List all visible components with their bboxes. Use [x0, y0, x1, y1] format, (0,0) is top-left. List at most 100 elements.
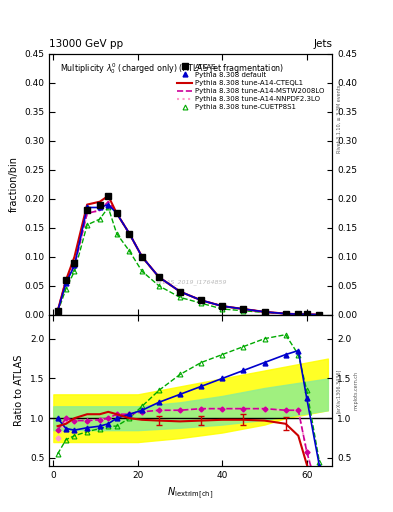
Pythia 8.308 tune-A14-MSTW2008LO	[85, 210, 90, 217]
Pythia 8.308 tune-CUETP8S1	[64, 286, 68, 292]
Pythia 8.308 default	[305, 311, 309, 317]
Pythia 8.308 tune-A14-NNPDF2.3LO	[178, 289, 182, 295]
Pythia 8.308 tune-A14-NNPDF2.3LO	[317, 312, 322, 318]
Pythia 8.308 tune-CUETP8S1	[305, 312, 309, 318]
Pythia 8.308 tune-A14-NNPDF2.3LO	[156, 274, 161, 280]
Pythia 8.308 tune-A14-NNPDF2.3LO	[283, 311, 288, 317]
ATLAS	[97, 202, 102, 208]
Text: Rivet 3.1.10, ≥ 3.3M events: Rivet 3.1.10, ≥ 3.3M events	[336, 85, 342, 153]
Pythia 8.308 default	[106, 202, 110, 208]
Pythia 8.308 tune-A14-NNPDF2.3LO	[199, 297, 204, 304]
Line: Pythia 8.308 tune-CUETP8S1: Pythia 8.308 tune-CUETP8S1	[55, 205, 322, 317]
Pythia 8.308 tune-A14-NNPDF2.3LO	[64, 277, 68, 283]
Pythia 8.308 tune-A14-MSTW2008LO	[199, 297, 204, 304]
Pythia 8.308 tune-CUETP8S1	[72, 268, 77, 274]
Pythia 8.308 default	[317, 312, 322, 318]
Pythia 8.308 default	[296, 311, 301, 317]
Pythia 8.308 tune-A14-CTEQL1	[97, 199, 102, 205]
Pythia 8.308 tune-CUETP8S1	[199, 300, 204, 306]
Pythia 8.308 default	[64, 280, 68, 286]
Pythia 8.308 tune-A14-NNPDF2.3LO	[97, 207, 102, 214]
Legend: ATLAS, Pythia 8.308 default, Pythia 8.308 tune-A14-CTEQL1, Pythia 8.308 tune-A14: ATLAS, Pythia 8.308 default, Pythia 8.30…	[176, 62, 326, 112]
Text: Multiplicity $\lambda_0^0$ (charged only) (ATLAS jet fragmentation): Multiplicity $\lambda_0^0$ (charged only…	[61, 61, 285, 76]
Text: [arXiv:1306.3436]: [arXiv:1306.3436]	[336, 368, 342, 413]
Pythia 8.308 tune-A14-CTEQL1	[305, 311, 309, 317]
Pythia 8.308 tune-A14-MSTW2008LO	[140, 254, 144, 260]
Pythia 8.308 tune-A14-CTEQL1	[283, 311, 288, 317]
Pythia 8.308 tune-A14-CTEQL1	[127, 230, 132, 237]
ATLAS	[156, 274, 161, 280]
Pythia 8.308 default	[156, 274, 161, 280]
Pythia 8.308 tune-A14-NNPDF2.3LO	[305, 311, 309, 317]
Pythia 8.308 tune-A14-CTEQL1	[64, 277, 68, 283]
ATLAS	[64, 277, 68, 283]
Pythia 8.308 tune-A14-NNPDF2.3LO	[114, 210, 119, 217]
ATLAS	[283, 311, 288, 317]
Pythia 8.308 tune-CUETP8S1	[55, 309, 60, 315]
Y-axis label: Ratio to ATLAS: Ratio to ATLAS	[14, 355, 24, 426]
Y-axis label: fraction/bin: fraction/bin	[9, 156, 18, 212]
Pythia 8.308 tune-A14-NNPDF2.3LO	[241, 306, 246, 312]
ATLAS	[178, 289, 182, 295]
Pythia 8.308 tune-A14-CTEQL1	[220, 303, 225, 309]
ATLAS	[305, 311, 309, 317]
ATLAS	[241, 306, 246, 312]
Pythia 8.308 tune-A14-CTEQL1	[178, 289, 182, 295]
Pythia 8.308 tune-A14-MSTW2008LO	[178, 289, 182, 295]
Pythia 8.308 tune-A14-NNPDF2.3LO	[85, 210, 90, 217]
Pythia 8.308 default	[178, 289, 182, 295]
Line: Pythia 8.308 default: Pythia 8.308 default	[55, 202, 322, 317]
Pythia 8.308 tune-CUETP8S1	[85, 222, 90, 228]
Text: Jets: Jets	[313, 38, 332, 49]
ATLAS	[296, 311, 301, 317]
Pythia 8.308 tune-A14-MSTW2008LO	[220, 303, 225, 309]
Pythia 8.308 tune-A14-NNPDF2.3LO	[55, 308, 60, 314]
Pythia 8.308 default	[127, 230, 132, 237]
Pythia 8.308 tune-A14-CTEQL1	[85, 202, 90, 208]
Pythia 8.308 tune-A14-MSTW2008LO	[283, 311, 288, 317]
Pythia 8.308 default	[283, 311, 288, 317]
ATLAS	[85, 207, 90, 214]
Pythia 8.308 tune-A14-CTEQL1	[199, 297, 204, 304]
ATLAS	[72, 260, 77, 266]
Pythia 8.308 tune-A14-CTEQL1	[262, 309, 267, 315]
Text: ATLAS_2019_I1764859: ATLAS_2019_I1764859	[155, 280, 226, 285]
Pythia 8.308 tune-CUETP8S1	[317, 312, 322, 318]
Pythia 8.308 tune-A14-CTEQL1	[140, 254, 144, 260]
Pythia 8.308 tune-A14-NNPDF2.3LO	[72, 263, 77, 269]
Pythia 8.308 tune-A14-MSTW2008LO	[296, 311, 301, 317]
Pythia 8.308 tune-A14-NNPDF2.3LO	[127, 230, 132, 237]
ATLAS	[199, 297, 204, 304]
X-axis label: $N_{\mathrm{lextrim[ch]}}$: $N_{\mathrm{lextrim[ch]}}$	[167, 485, 214, 501]
Pythia 8.308 tune-A14-NNPDF2.3LO	[220, 303, 225, 309]
Pythia 8.308 default	[241, 306, 246, 312]
ATLAS	[106, 193, 110, 199]
Pythia 8.308 tune-A14-MSTW2008LO	[106, 199, 110, 205]
Pythia 8.308 tune-A14-CTEQL1	[55, 308, 60, 314]
Line: Pythia 8.308 tune-A14-NNPDF2.3LO: Pythia 8.308 tune-A14-NNPDF2.3LO	[57, 202, 320, 315]
Pythia 8.308 tune-CUETP8S1	[106, 204, 110, 210]
Pythia 8.308 tune-A14-CTEQL1	[296, 311, 301, 317]
Text: 13000 GeV pp: 13000 GeV pp	[49, 38, 123, 49]
Pythia 8.308 tune-A14-MSTW2008LO	[241, 306, 246, 312]
Pythia 8.308 tune-A14-MSTW2008LO	[97, 207, 102, 214]
ATLAS	[317, 312, 322, 318]
Pythia 8.308 tune-A14-MSTW2008LO	[305, 311, 309, 317]
Pythia 8.308 tune-A14-MSTW2008LO	[156, 274, 161, 280]
ATLAS	[220, 303, 225, 309]
Pythia 8.308 default	[55, 308, 60, 314]
Pythia 8.308 tune-A14-MSTW2008LO	[72, 263, 77, 269]
Pythia 8.308 tune-CUETP8S1	[127, 248, 132, 254]
Pythia 8.308 tune-A14-MSTW2008LO	[55, 308, 60, 314]
Pythia 8.308 tune-CUETP8S1	[283, 311, 288, 317]
Pythia 8.308 tune-CUETP8S1	[140, 268, 144, 274]
ATLAS	[140, 254, 144, 260]
Pythia 8.308 default	[97, 204, 102, 210]
Pythia 8.308 tune-A14-CTEQL1	[106, 193, 110, 199]
Pythia 8.308 tune-CUETP8S1	[220, 306, 225, 312]
Line: Pythia 8.308 tune-A14-MSTW2008LO: Pythia 8.308 tune-A14-MSTW2008LO	[57, 202, 320, 315]
Pythia 8.308 default	[72, 263, 77, 269]
Pythia 8.308 tune-A14-MSTW2008LO	[262, 309, 267, 315]
Pythia 8.308 tune-A14-MSTW2008LO	[114, 210, 119, 217]
Pythia 8.308 default	[262, 309, 267, 315]
